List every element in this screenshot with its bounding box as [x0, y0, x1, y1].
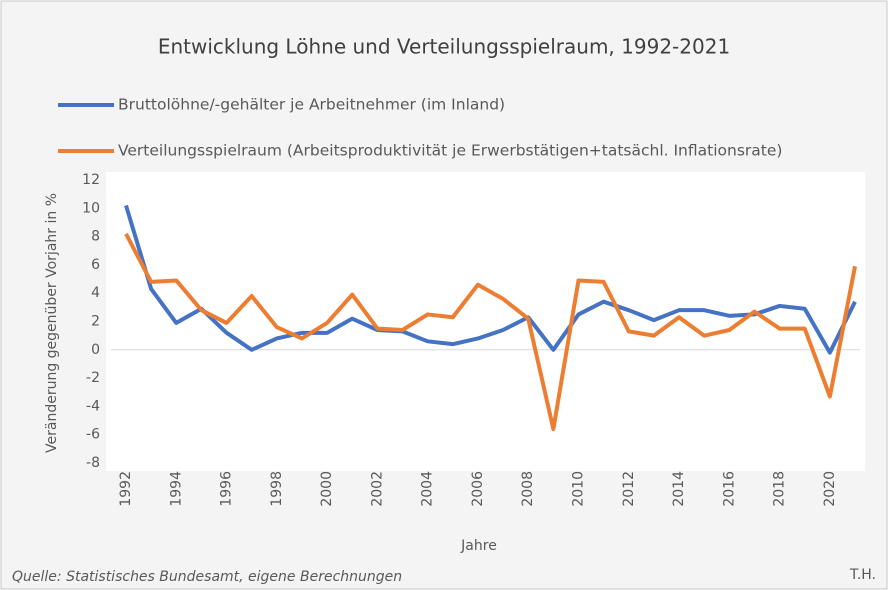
x-tick-label: 1998	[269, 471, 285, 507]
source: Quelle: Statistisches Bundesamt, eigene …	[12, 569, 402, 585]
chart-title: Entwicklung Löhne und Verteilungsspielra…	[158, 35, 730, 59]
legend-label: Verteilungsspielraum (Arbeitsproduktivit…	[118, 142, 782, 160]
x-tick-label: 2000	[319, 471, 335, 507]
y-tick-label: -4	[86, 398, 100, 414]
y-tick-label: 10	[82, 200, 100, 216]
x-tick-label: 2016	[721, 471, 737, 507]
x-tick-label: 2020	[822, 471, 838, 507]
y-tick-label: 0	[91, 342, 100, 358]
y-tick-label: 2	[91, 314, 100, 330]
series-line	[124, 204, 857, 355]
x-tick-label: 1996	[219, 471, 235, 507]
x-tick-label: 2004	[420, 471, 436, 507]
y-tick-label: -8	[86, 455, 100, 471]
series-line	[124, 232, 857, 432]
y-tick-label: 8	[91, 229, 100, 245]
x-tick-label: 2014	[671, 471, 687, 507]
x-tick-label: 2018	[772, 471, 788, 507]
author: T.H.	[849, 567, 876, 583]
legend-label: Bruttolöhne/-gehälter je Arbeitnehmer (i…	[118, 96, 505, 114]
y-tick-label: -2	[86, 370, 100, 386]
x-axis-label: Jahre	[460, 538, 497, 554]
y-axis-label: Veränderung gegenüber Vorjahr in %	[44, 193, 60, 453]
y-tick-label: 4	[91, 285, 100, 301]
x-tick-label: 1992	[118, 471, 134, 507]
x-tick-label: 2010	[570, 471, 586, 507]
x-tick-label: 1994	[168, 471, 184, 507]
y-tick-label: 6	[91, 257, 100, 273]
y-tick-label: -6	[86, 427, 100, 443]
x-tick-label: 2008	[520, 471, 536, 507]
x-tick-label: 2002	[369, 471, 385, 507]
y-tick-label: 12	[82, 172, 100, 188]
x-tick-label: 2006	[470, 471, 486, 507]
x-tick-label: 2012	[621, 471, 637, 507]
